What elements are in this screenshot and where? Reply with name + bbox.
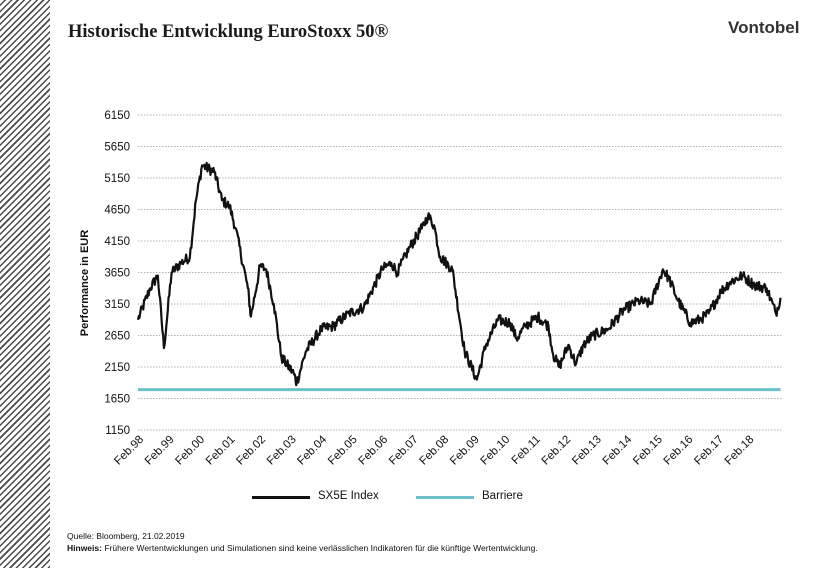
x-tick-label: Feb.01 [204,434,238,468]
x-tick-label: Feb.98 [112,434,146,468]
y-tick-label: 5150 [104,173,130,185]
x-tick: Feb.11 [510,434,543,467]
legend-label-sx5e: SX5E Index [318,490,379,502]
x-tick-label: Feb.11 [510,434,543,467]
x-tick: Feb.17 [692,434,726,468]
x-tick-label: Feb.05 [326,434,360,468]
disclaimer-note: Hinweis: Frühere Wertentwicklungen und S… [67,543,538,553]
disclaimer-text: Frühere Wertentwicklungen und Simulation… [104,543,538,553]
x-tick-label: Feb.12 [540,434,574,468]
side-stripe-decoration [0,0,50,568]
y-tick-label: 4150 [104,236,130,248]
x-tick: Feb.10 [479,434,513,468]
x-tick-label: Feb.08 [418,434,452,468]
x-tick: Feb.08 [418,434,452,468]
x-tick-label: Feb.09 [448,434,482,468]
y-tick-label: 2150 [104,362,130,374]
x-tick: Feb.01 [204,434,238,468]
source-text: Quelle: Bloomberg, 21.02.2019 [67,531,185,541]
x-tick-label: Feb.10 [479,434,513,468]
x-tick: Feb.04 [295,433,329,467]
x-tick-label: Feb.06 [356,434,390,468]
x-tick-label: Feb.17 [692,434,726,468]
y-tick-label: 4650 [104,205,130,217]
x-tick-label: Feb.15 [631,434,665,468]
y-tick-label: 5650 [104,142,130,154]
x-tick: Feb.03 [265,434,299,468]
x-tick: Feb.98 [112,434,146,468]
x-tick-label: Feb.07 [387,434,421,468]
x-tick-label: Feb.18 [723,434,757,468]
x-tick: Feb.99 [143,434,177,468]
x-tick: Feb.05 [326,434,360,468]
y-tick-label: 6150 [104,110,130,122]
y-axis-ticks: 6150 5650 5150 4650 4150 3650 3150 2650 2150 1650… [104,110,130,437]
y-tick-label: 2650 [104,331,130,343]
x-tick-label: Feb.99 [143,434,177,468]
x-tick: Feb.14 [601,433,635,467]
sx5e-series-line [136,161,782,387]
x-tick-label: Feb.16 [662,434,696,468]
x-axis-ticks: Feb.98Feb.99Feb.00Feb.01Feb.02Feb.03Feb.… [112,433,756,467]
y-axis-label: Performance in EUR [79,230,91,336]
x-tick-label: Feb.00 [173,434,207,468]
legend-swatch-barrier [416,496,474,499]
x-tick: Feb.06 [356,434,390,468]
x-tick-label: Feb.14 [601,433,635,467]
x-tick: Feb.12 [540,434,574,468]
x-tick-label: Feb.03 [265,434,299,468]
grid-lines [138,114,782,431]
x-tick: Feb.13 [570,434,604,468]
x-tick: Feb.18 [723,434,757,468]
x-tick-label: Feb.02 [234,434,268,468]
x-tick-label: Feb.04 [295,433,329,467]
source-note: Quelle: Bloomberg, 21.02.2019 [67,531,185,541]
y-tick-label: 3150 [104,299,130,311]
y-tick-label: 1650 [104,394,130,406]
legend-swatch-sx5e [252,496,310,499]
x-tick: Feb.02 [234,434,268,468]
x-tick: Feb.07 [387,434,421,468]
x-tick-label: Feb.13 [570,434,604,468]
y-tick-label: 1150 [105,425,130,437]
x-tick: Feb.16 [662,434,696,468]
x-tick: Feb.09 [448,434,482,468]
legend-label-barrier: Barriere [482,490,523,502]
disclaimer-label: Hinweis: [67,543,102,553]
brand-logo: Vontobel [728,18,800,37]
y-tick-label: 3650 [104,268,130,280]
x-tick: Feb.00 [173,434,207,468]
series-lines [136,161,782,392]
page-title: Historische Entwicklung EuroStoxx 50® [68,22,389,42]
x-tick: Feb.15 [631,434,665,468]
